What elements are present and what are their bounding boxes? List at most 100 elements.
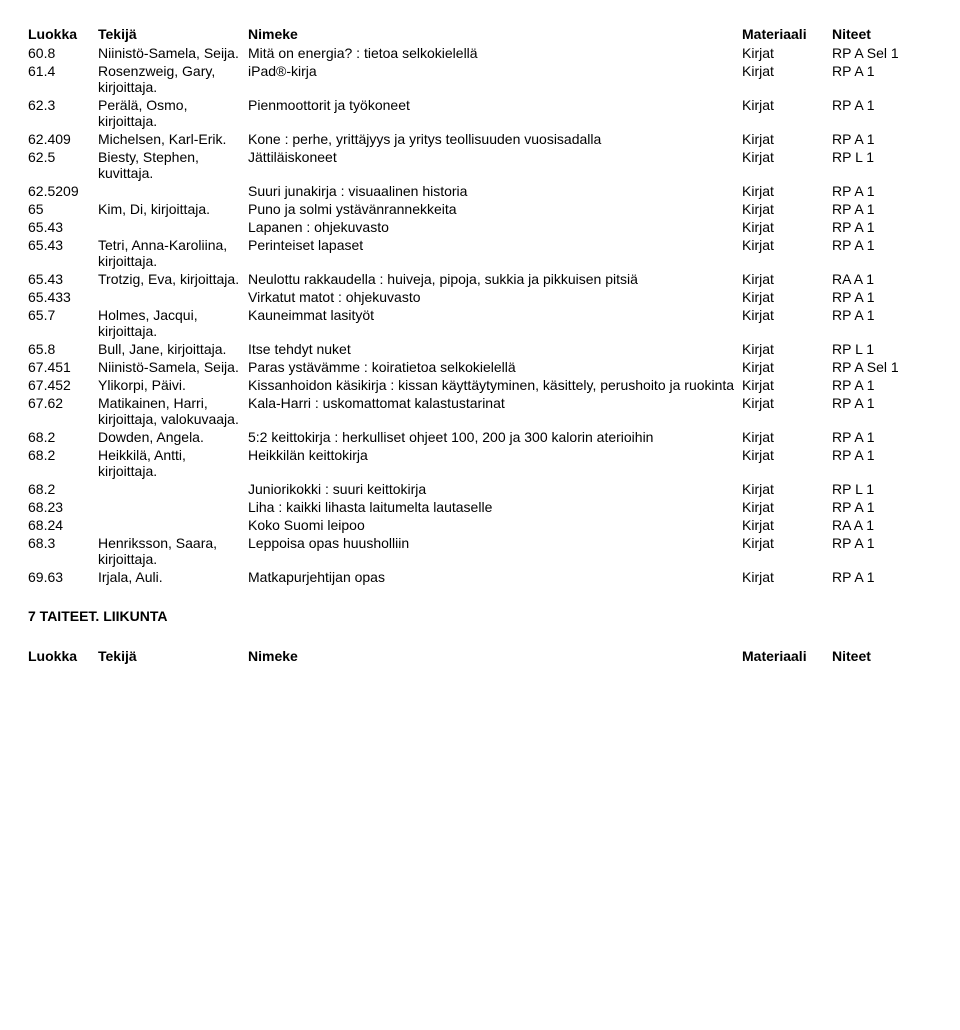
cell-title: Lapanen : ohjekuvasto bbox=[248, 218, 742, 236]
cell-material: Kirjat bbox=[742, 236, 832, 270]
cell-class: 65.43 bbox=[28, 270, 98, 288]
cell-note: RP A 1 bbox=[832, 62, 932, 96]
table-row: 62.3Perälä, Osmo, kirjoittaja.Pienmootto… bbox=[28, 96, 932, 130]
cell-note: RP A 1 bbox=[832, 236, 932, 270]
cell-material: Kirjat bbox=[742, 44, 832, 62]
cell-note: RP A 1 bbox=[832, 130, 932, 148]
cell-author: Henriksson, Saara, kirjoittaja. bbox=[98, 534, 248, 568]
cell-class: 60.8 bbox=[28, 44, 98, 62]
cell-class: 61.4 bbox=[28, 62, 98, 96]
cell-class: 67.452 bbox=[28, 376, 98, 394]
cell-class: 67.451 bbox=[28, 358, 98, 376]
cell-title: Kauneimmat lasityöt bbox=[248, 306, 742, 340]
cell-class: 68.2 bbox=[28, 480, 98, 498]
header-material: Materiaali bbox=[742, 642, 832, 666]
cell-material: Kirjat bbox=[742, 96, 832, 130]
cell-title: iPad®-kirja bbox=[248, 62, 742, 96]
cell-author: Biesty, Stephen, kuvittaja. bbox=[98, 148, 248, 182]
cell-material: Kirjat bbox=[742, 358, 832, 376]
cell-material: Kirjat bbox=[742, 568, 832, 586]
cell-material: Kirjat bbox=[742, 498, 832, 516]
cell-title: Suuri junakirja : visuaalinen historia bbox=[248, 182, 742, 200]
cell-material: Kirjat bbox=[742, 182, 832, 200]
table-row: 65.43Trotzig, Eva, kirjoittaja.Neulottu … bbox=[28, 270, 932, 288]
cell-title: Virkatut matot : ohjekuvasto bbox=[248, 288, 742, 306]
cell-title: Kala-Harri : uskomattomat kalastustarina… bbox=[248, 394, 742, 428]
cell-author bbox=[98, 182, 248, 200]
cell-title: Pienmoottorit ja työkoneet bbox=[248, 96, 742, 130]
cell-title: Paras ystävämme : koiratietoa selkokiele… bbox=[248, 358, 742, 376]
cell-author: Kim, Di, kirjoittaja. bbox=[98, 200, 248, 218]
cell-title: Koko Suomi leipoo bbox=[248, 516, 742, 534]
table-header-row: LuokkaTekijäNimekeMateriaaliNiteet bbox=[28, 20, 932, 44]
cell-author: Matikainen, Harri, kirjoittaja, valokuva… bbox=[98, 394, 248, 428]
cell-material: Kirjat bbox=[742, 288, 832, 306]
cell-material: Kirjat bbox=[742, 534, 832, 568]
cell-title: Itse tehdyt nuket bbox=[248, 340, 742, 358]
cell-title: 5:2 keittokirja : herkulliset ohjeet 100… bbox=[248, 428, 742, 446]
cell-title: Juniorikokki : suuri keittokirja bbox=[248, 480, 742, 498]
cell-material: Kirjat bbox=[742, 376, 832, 394]
cell-material: Kirjat bbox=[742, 446, 832, 480]
cell-title: Neulottu rakkaudella : huiveja, pipoja, … bbox=[248, 270, 742, 288]
cell-class: 68.3 bbox=[28, 534, 98, 568]
table-row: 67.452Ylikorpi, Päivi.Kissanhoidon käsik… bbox=[28, 376, 932, 394]
table-row: 65.433 Virkatut matot : ohjekuvastoKirjat… bbox=[28, 288, 932, 306]
cell-material: Kirjat bbox=[742, 270, 832, 288]
table-row: 68.2 Juniorikokki : suuri keittokirjaKirj… bbox=[28, 480, 932, 498]
table-row: 68.2Dowden, Angela.5:2 keittokirja : her… bbox=[28, 428, 932, 446]
header-class: Luokka bbox=[28, 642, 98, 666]
header-class: Luokka bbox=[28, 20, 98, 44]
cell-note: RP A Sel 1 bbox=[832, 44, 932, 62]
cell-note: RP A 1 bbox=[832, 288, 932, 306]
table-row: 62.5Biesty, Stephen, kuvittaja.Jättiläis… bbox=[28, 148, 932, 182]
table-row: 65Kim, Di, kirjoittaja.Puno ja solmi yst… bbox=[28, 200, 932, 218]
table-row: 62.5209Suuri junakirja : visuaalinen his… bbox=[28, 182, 932, 200]
cell-author: Niinistö-Samela, Seija. bbox=[98, 358, 248, 376]
cell-material: Kirjat bbox=[742, 516, 832, 534]
cell-note: RA A 1 bbox=[832, 516, 932, 534]
cell-author: Ylikorpi, Päivi. bbox=[98, 376, 248, 394]
cell-title: Puno ja solmi ystävänrannekkeita bbox=[248, 200, 742, 218]
cell-material: Kirjat bbox=[742, 394, 832, 428]
table-row: 69.63Irjala, Auli.Matkapurjehtijan opasK… bbox=[28, 568, 932, 586]
cell-class: 65.43 bbox=[28, 236, 98, 270]
cell-author: Perälä, Osmo, kirjoittaja. bbox=[98, 96, 248, 130]
table-row: 68.24 Koko Suomi leipooKirjatRA A 1 bbox=[28, 516, 932, 534]
cell-title: Mitä on energia? : tietoa selkokielellä bbox=[248, 44, 742, 62]
table-row: 65.8Bull, Jane, kirjoittaja.Itse tehdyt … bbox=[28, 340, 932, 358]
cell-note: RP L 1 bbox=[832, 480, 932, 498]
table-row: 67.451Niinistö-Samela, Seija.Paras ystäv… bbox=[28, 358, 932, 376]
cell-class: 67.62 bbox=[28, 394, 98, 428]
cell-author: Rosenzweig, Gary, kirjoittaja. bbox=[98, 62, 248, 96]
cell-class: 68.2 bbox=[28, 446, 98, 480]
cell-class: 68.2 bbox=[28, 428, 98, 446]
cell-class: 65.433 bbox=[28, 288, 98, 306]
cell-note: RP L 1 bbox=[832, 340, 932, 358]
table-header-row: LuokkaTekijäNimekeMateriaaliNiteet bbox=[28, 642, 932, 666]
cell-author bbox=[98, 516, 248, 534]
cell-material: Kirjat bbox=[742, 62, 832, 96]
cell-material: Kirjat bbox=[742, 148, 832, 182]
table-row: 68.23Liha : kaikki lihasta laitumelta la… bbox=[28, 498, 932, 516]
cell-material: Kirjat bbox=[742, 218, 832, 236]
cell-note: RP A 1 bbox=[832, 306, 932, 340]
cell-author: Heikkilä, Antti, kirjoittaja. bbox=[98, 446, 248, 480]
cell-class: 68.23 bbox=[28, 498, 98, 516]
cell-note: RP A 1 bbox=[832, 498, 932, 516]
header-title: Nimeke bbox=[248, 642, 742, 666]
cell-note: RP A 1 bbox=[832, 446, 932, 480]
cell-note: RP A 1 bbox=[832, 568, 932, 586]
cell-title: Heikkilän keittokirja bbox=[248, 446, 742, 480]
header-title: Nimeke bbox=[248, 20, 742, 44]
cell-note: RP A 1 bbox=[832, 376, 932, 394]
table-row: 65.43Lapanen : ohjekuvastoKirjatRP A 1 bbox=[28, 218, 932, 236]
cell-class: 62.3 bbox=[28, 96, 98, 130]
cell-note: RP A 1 bbox=[832, 200, 932, 218]
cell-class: 68.24 bbox=[28, 516, 98, 534]
header-note: Niteet bbox=[832, 642, 932, 666]
cell-note: RP A 1 bbox=[832, 182, 932, 200]
cell-material: Kirjat bbox=[742, 480, 832, 498]
section-heading-row: 7 TAITEET. LIIKUNTA bbox=[28, 586, 932, 642]
table-row: 65.7Holmes, Jacqui, kirjoittaja.Kauneimm… bbox=[28, 306, 932, 340]
